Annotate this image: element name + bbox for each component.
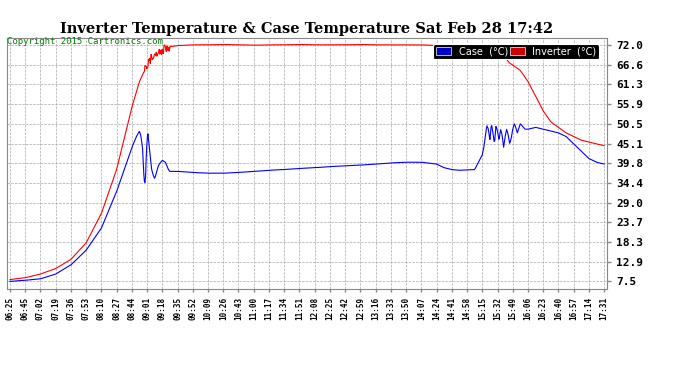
Legend: Case  (°C), Inverter  (°C): Case (°C), Inverter (°C): [433, 44, 600, 60]
Title: Inverter Temperature & Case Temperature Sat Feb 28 17:42: Inverter Temperature & Case Temperature …: [61, 22, 553, 36]
Text: Copyright 2015 Cartronics.com: Copyright 2015 Cartronics.com: [7, 38, 163, 46]
